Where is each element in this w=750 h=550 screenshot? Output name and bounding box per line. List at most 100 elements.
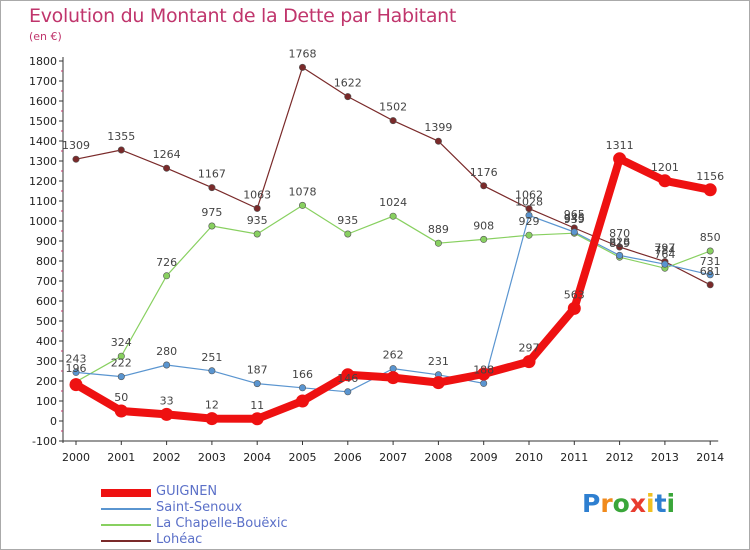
data-label: 945 (564, 212, 585, 225)
data-point (389, 117, 397, 125)
x-tick-label: 2007 (379, 451, 407, 464)
data-point (341, 368, 355, 382)
x-tick-label: 2012 (606, 451, 634, 464)
data-point (296, 394, 309, 408)
data-label: 297 (519, 342, 540, 355)
y-tick-label: 400 (36, 335, 57, 348)
y-tick-label: 300 (36, 355, 57, 368)
data-label: 1062 (515, 189, 543, 202)
data-point (72, 155, 80, 163)
data-point (253, 204, 261, 212)
y-tick-label: 1700 (29, 75, 57, 88)
data-point (525, 205, 533, 213)
chart-title: Evolution du Montant de la Dette par Hab… (29, 5, 457, 27)
data-label: 196 (66, 362, 87, 375)
data-label: 889 (428, 223, 449, 236)
data-label: 935 (337, 214, 358, 227)
data-label: 731 (700, 255, 721, 268)
data-point (69, 378, 83, 392)
data-point (480, 379, 488, 387)
x-tick-label: 2002 (153, 451, 181, 464)
data-point (117, 352, 125, 360)
logo-letter: i (646, 489, 655, 518)
logo-letter: i (666, 489, 676, 518)
x-tick-label: 2005 (289, 451, 317, 464)
y-tick-label: 700 (36, 275, 57, 288)
data-label: 11 (250, 399, 264, 412)
legend-item: Saint-Senoux (101, 500, 401, 517)
data-point (298, 384, 306, 392)
legend-label: GUIGNEN (156, 484, 218, 499)
legend-swatch (101, 540, 151, 542)
data-point (431, 376, 445, 390)
data-label: 243 (66, 352, 87, 365)
data-point (522, 355, 536, 369)
data-label: 1167 (198, 168, 226, 181)
y-tick-label: 500 (36, 315, 57, 328)
data-point (253, 380, 261, 388)
logo-letter: t (654, 489, 667, 518)
data-label: 1399 (424, 121, 452, 134)
y-tick-label: -100 (32, 435, 57, 448)
data-label: 146 (337, 372, 358, 385)
data-label: 231 (428, 355, 449, 368)
legend-swatch (101, 524, 151, 526)
data-label: 1201 (651, 161, 679, 174)
data-point (480, 235, 488, 243)
logo-letter: o (612, 489, 630, 518)
data-label: 1176 (470, 166, 498, 179)
data-label: 251 (201, 351, 222, 364)
data-label: 1355 (107, 130, 135, 143)
data-label: 784 (654, 244, 675, 257)
data-point (480, 182, 488, 190)
data-label: 764 (654, 248, 675, 261)
data-label: 965 (564, 208, 585, 221)
y-tick-label: 900 (36, 235, 57, 248)
data-point (298, 201, 306, 209)
data-label: 188 (473, 363, 494, 376)
data-point (658, 174, 672, 188)
data-label: 939 (564, 213, 585, 226)
data-point (434, 239, 442, 247)
data-point (525, 231, 533, 239)
data-label: 1309 (62, 139, 90, 152)
data-label: 1156 (696, 170, 724, 183)
data-point (706, 247, 714, 255)
data-point (434, 137, 442, 145)
data-point (567, 301, 581, 315)
data-label: 280 (156, 345, 177, 358)
data-point (208, 367, 216, 375)
data-point (570, 228, 578, 236)
data-point (160, 407, 174, 421)
data-point (163, 361, 171, 369)
y-tick-label: 1200 (29, 175, 57, 188)
x-tick-label: 2009 (470, 451, 498, 464)
data-point (706, 281, 714, 289)
data-point (298, 63, 306, 71)
data-label: 1264 (153, 148, 181, 161)
data-point (616, 243, 624, 251)
logo-letter: P (582, 489, 601, 518)
y-tick-label: 1600 (29, 95, 57, 108)
y-tick-label: 1800 (29, 55, 57, 68)
data-point (72, 368, 80, 376)
data-point (205, 412, 219, 426)
data-point (250, 412, 264, 426)
x-tick-label: 2011 (560, 451, 588, 464)
data-point (163, 272, 171, 280)
data-label: 563 (564, 288, 585, 301)
data-label: 828 (609, 235, 630, 248)
data-label: 1063 (243, 188, 271, 201)
y-tick-label: 1100 (29, 195, 57, 208)
chart-subtitle: (en €) (29, 30, 62, 43)
logo-letter: x (629, 489, 646, 518)
data-label: 929 (519, 215, 540, 228)
x-tick-label: 2004 (243, 451, 271, 464)
legend-item: La Chapelle-Bouëxic (101, 516, 401, 533)
y-tick-label: 600 (36, 295, 57, 308)
data-label: 187 (247, 364, 268, 377)
data-label: 262 (383, 349, 404, 362)
data-point (661, 260, 669, 268)
